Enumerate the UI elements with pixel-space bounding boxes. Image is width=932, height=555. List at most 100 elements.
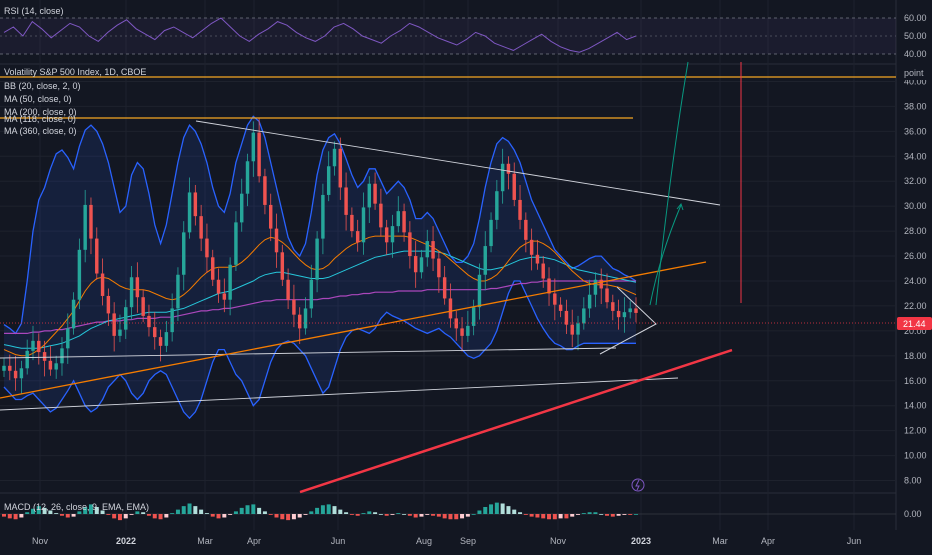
macd-bar [454, 514, 459, 520]
candle-body [518, 199, 522, 220]
triangle-pattern[interactable] [599, 286, 657, 355]
macd-bar [36, 506, 41, 514]
support-trendline[interactable] [0, 347, 617, 359]
candle-body [170, 308, 174, 333]
macd-bar [239, 507, 244, 514]
price-pane[interactable] [0, 61, 896, 494]
legend-bb[interactable]: BB (20, close, 2, 0) [4, 81, 81, 91]
candle-body [95, 238, 99, 274]
macd-bar [257, 507, 262, 514]
price-tick: 16.00 [904, 376, 927, 386]
macd-bar [117, 514, 122, 521]
candle-body [129, 277, 134, 308]
legend-ma118[interactable]: MA (118, close, 0) [4, 114, 76, 124]
candle-body [66, 328, 70, 349]
candle-body [489, 219, 493, 247]
macd-bar [2, 514, 6, 517]
macd-bar [634, 514, 638, 515]
green-arrow-small[interactable] [649, 204, 682, 306]
macd-bar [547, 514, 552, 520]
legend-ma360[interactable]: MA (360, close, 0) [4, 126, 77, 136]
macd-bar [593, 512, 598, 514]
candle-body [315, 238, 319, 280]
macd-bar [402, 514, 407, 515]
macd-histogram [2, 502, 638, 521]
candle-body [321, 194, 325, 239]
rsi-tick: 50.00 [904, 31, 927, 41]
candle-body [402, 211, 406, 233]
macd-bar [100, 510, 105, 514]
macd-bar [523, 514, 528, 515]
candle-body [286, 279, 290, 300]
macd-bar [570, 514, 575, 517]
macd-bar [25, 512, 30, 514]
lower-trendline[interactable] [0, 377, 679, 411]
legend-ma50[interactable]: MA (50, close, 0) [4, 94, 72, 104]
macd-legend[interactable]: MACD (12, 26, close, 9, EMA, EMA) [4, 502, 149, 512]
macd-bar [419, 514, 424, 517]
candle-body [48, 360, 53, 370]
orange-trendline[interactable] [0, 261, 707, 399]
time-axis[interactable]: Nov 2022 Mar Apr Jun Aug Sep Nov 2023 Mar Apr Jun [32, 536, 861, 546]
macd-bar [164, 514, 169, 518]
red-curve[interactable] [299, 348, 733, 494]
price-tick: 18.00 [904, 351, 927, 361]
macd-bar [88, 504, 93, 514]
time-tick: 2023 [631, 536, 651, 546]
candle-body [8, 365, 12, 371]
green-arrow-large[interactable] [655, 61, 689, 306]
candle-body [332, 148, 337, 167]
macd-bar [291, 514, 296, 520]
macd-bar [181, 506, 186, 514]
time-tick: Mar [197, 536, 213, 546]
macd-bar [94, 507, 99, 514]
price-tick: 26.00 [904, 251, 927, 261]
macd-pane[interactable] [0, 502, 896, 521]
macd-bar [384, 514, 389, 516]
macd-bar [332, 506, 337, 514]
macd-bar [448, 514, 453, 520]
macd-bar [512, 509, 517, 514]
price-tick: 10.00 [904, 451, 927, 461]
time-tick: Jun [331, 536, 346, 546]
candle-body [419, 257, 424, 273]
resistance-trendline[interactable] [195, 120, 721, 206]
bollinger-lower-line [3, 280, 636, 420]
candle-body [553, 293, 557, 305]
macd-bar [187, 503, 192, 514]
price-axis[interactable]: 40.00 38.00 36.00 34.00 32.00 30.00 28.00 26.00… [904, 13, 927, 519]
legend-ma200[interactable]: MA (200, close, 0) [4, 107, 77, 117]
rsi-pane[interactable] [0, 17, 896, 55]
candle-body [303, 308, 308, 329]
macd-bar [251, 504, 256, 514]
candle-body [425, 241, 429, 258]
candle-body [558, 304, 563, 311]
candle-body [309, 279, 314, 309]
price-tick: 32.00 [904, 176, 927, 186]
candle-body [100, 273, 105, 296]
macd-bar [175, 509, 180, 514]
legend-symbol[interactable]: Volatility S&P 500 Index, 1D, CBOE [4, 67, 146, 77]
macd-bar [199, 509, 204, 514]
macd-bar [576, 514, 581, 515]
macd-bar [152, 514, 157, 519]
macd-bar [494, 502, 499, 514]
candle-body [471, 307, 476, 326]
candle-body [164, 332, 169, 346]
candle-body [373, 183, 377, 204]
candle-body [570, 324, 574, 335]
bollinger-upper-line [3, 115, 637, 335]
time-tick: Apr [761, 536, 775, 546]
macd-bar [19, 514, 24, 518]
lightning-icon[interactable] [631, 478, 645, 492]
candle-body [483, 246, 487, 275]
candle-body [71, 299, 76, 329]
candle-body [216, 279, 221, 294]
price-tick: 40.00 [904, 76, 927, 86]
macd-bar [320, 505, 325, 514]
macd-bar [146, 514, 151, 516]
last-price-tag[interactable] [897, 317, 932, 330]
rsi-legend[interactable]: RSI (14, close) [4, 6, 64, 16]
